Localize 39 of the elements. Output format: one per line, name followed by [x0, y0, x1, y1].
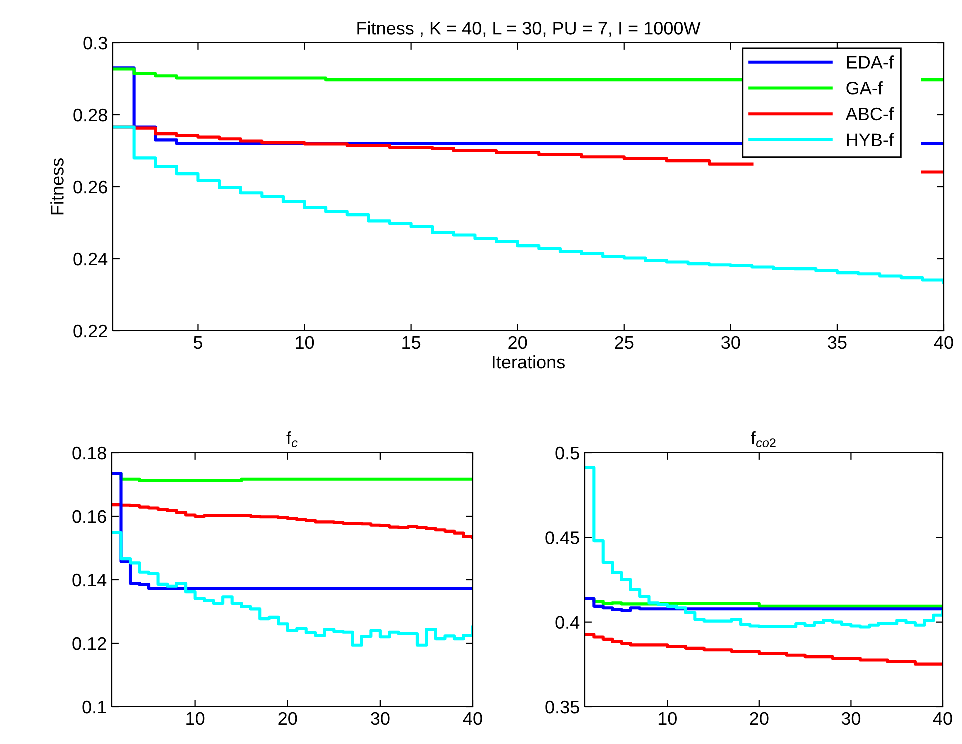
- y-tick-label: 0.35: [546, 700, 580, 714]
- y-tick-label: 0.12: [72, 637, 106, 650]
- y-tick-label: 0.28: [74, 108, 108, 122]
- x-tick-label: 25: [615, 336, 634, 350]
- x-tick-label: 30: [842, 712, 861, 726]
- x-tick-label: 40: [933, 712, 952, 726]
- x-tick-label: 20: [278, 712, 298, 726]
- x-tick-label: 30: [371, 712, 390, 726]
- legend-label: ABC-f: [846, 107, 894, 121]
- y-tick-label: 0.5: [556, 446, 580, 460]
- x-tick-label: 40: [934, 336, 954, 350]
- x-tick-label: 20: [750, 712, 769, 726]
- chart-title: Fitness , K = 40, L = 30, PU = 7, I = 1000W: [358, 22, 701, 37]
- y-tick-label: 0.24: [74, 252, 108, 266]
- legend-label: GA-f: [846, 82, 883, 95]
- y-tick-label: 0.14: [72, 574, 107, 587]
- x-tick-label: 20: [508, 336, 528, 350]
- x-tick-label: 35: [828, 336, 847, 350]
- legend-label: EDA-f: [847, 56, 894, 69]
- x-tick-label: 40: [463, 712, 482, 726]
- y-axis-title: Fitness: [50, 158, 64, 215]
- x-axis-title: Iterations: [493, 355, 565, 369]
- y-tick-label: 0.16: [72, 510, 106, 524]
- x-tick-label: 10: [658, 712, 677, 726]
- x-tick-label: 30: [722, 336, 740, 350]
- x-tick-label: 5: [194, 336, 202, 350]
- chart-title: f$_{c}$: [286, 431, 298, 448]
- legend-label: HYB-f: [847, 133, 894, 146]
- y-tick-label: 0.1: [82, 700, 106, 714]
- y-tick-label: 0.3: [84, 36, 108, 50]
- y-tick-label: 0.45: [546, 532, 580, 544]
- y-tick-label: 0.18: [72, 446, 106, 460]
- y-tick-label: 0.26: [74, 180, 108, 194]
- y-tick-label: 0.22: [74, 324, 108, 338]
- x-tick-label: 10: [186, 712, 205, 726]
- y-tick-label: 0.4: [556, 616, 580, 630]
- x-tick-label: 10: [296, 336, 314, 350]
- chart-title: f$_{co2}$: [751, 431, 776, 448]
- x-tick-label: 15: [402, 336, 421, 350]
